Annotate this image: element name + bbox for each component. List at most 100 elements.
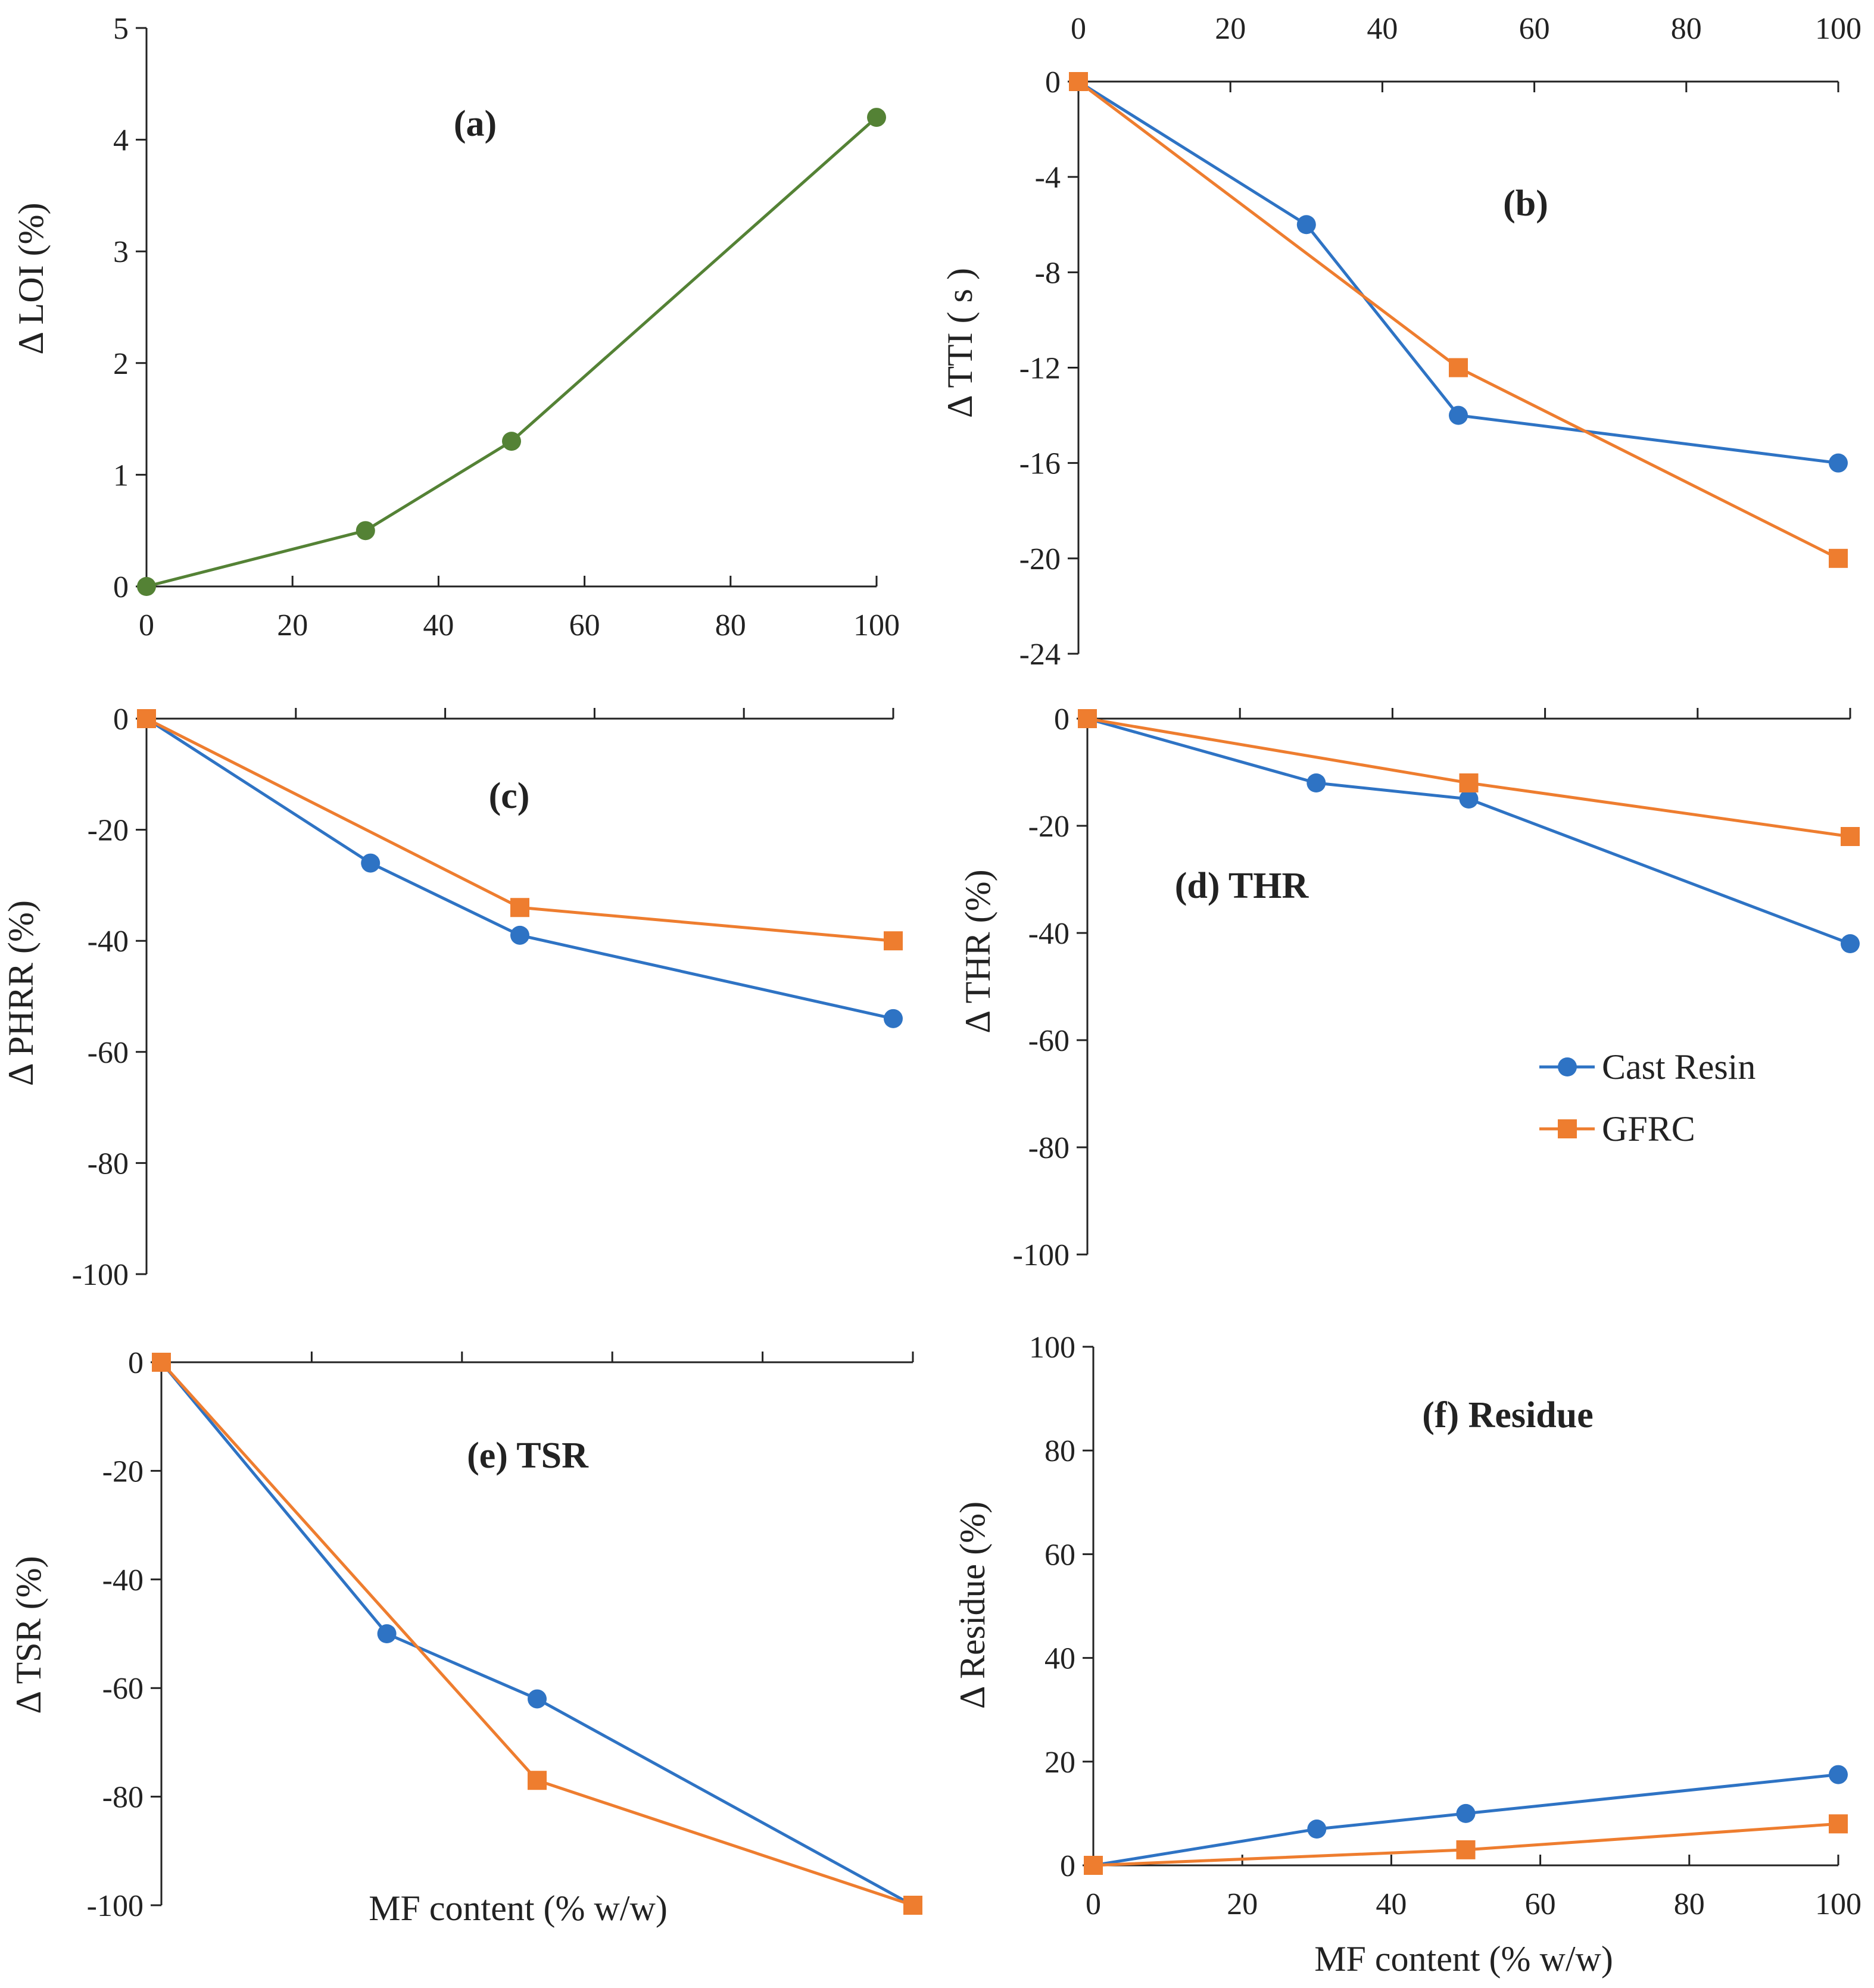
y-tick-label: -8: [1035, 256, 1061, 290]
data-point: [152, 1353, 171, 1372]
data-point: [1841, 827, 1860, 846]
y-tick-label: -80: [102, 1781, 144, 1815]
legend-label-cast-resin: Cast Resin: [1602, 1047, 1755, 1087]
y-tick-label: 20: [1044, 1746, 1075, 1780]
panel-label: (c): [489, 776, 530, 816]
y-axis-title: Δ PHRR (%): [1, 900, 40, 1086]
y-tick-label: 0: [1060, 1849, 1075, 1883]
data-point: [528, 1771, 547, 1790]
y-tick-label: 60: [1044, 1538, 1075, 1572]
x-tick-label: 40: [423, 608, 454, 642]
y-axis-title: Δ TSR (%): [9, 1556, 48, 1714]
series-line-cast-resin: [160, 1361, 914, 1907]
y-tick-label: -20: [1028, 810, 1069, 844]
y-tick-label: -100: [87, 1889, 144, 1923]
y-tick-label: 0: [113, 570, 129, 604]
data-point: [1829, 453, 1848, 473]
y-tick-label: 0: [1045, 65, 1061, 99]
legend-label-gfrc: GFRC: [1602, 1109, 1695, 1149]
panel-e: 0 -20 -40 -60 -80 -100 Δ TSR (%) MF content (% …: [9, 1346, 922, 1928]
data-point: [356, 521, 375, 541]
data-point: [1841, 934, 1860, 953]
y-tick-label: -40: [102, 1563, 144, 1597]
data-point: [1069, 72, 1088, 91]
y-tick-label: -80: [1028, 1131, 1069, 1165]
data-point: [510, 925, 529, 945]
data-point: [137, 577, 156, 596]
panel-b: 0 -4 -8 -12 -16 -20 -24 0 20 40 60 80 100 Δ TTI ( s )…: [940, 12, 1861, 672]
y-tick-label: -12: [1019, 352, 1061, 386]
x-tick-label: 80: [1671, 12, 1702, 46]
y-axis-title: Δ TTI ( s ): [940, 268, 980, 418]
y-tick-label: 3: [113, 235, 129, 269]
data-point: [1829, 1765, 1848, 1784]
x-tick-label: 100: [1815, 12, 1861, 46]
panel-label: (a): [454, 104, 497, 144]
series-line-cast-resin: [1093, 1773, 1839, 1867]
x-tick-label: 0: [139, 608, 154, 642]
data-point: [1449, 405, 1468, 425]
data-point: [867, 108, 886, 127]
data-point: [1307, 773, 1326, 792]
x-tick-label: 60: [1519, 12, 1550, 46]
data-point: [1829, 548, 1848, 568]
panel-label: (f) Residue: [1422, 1395, 1594, 1435]
y-tick-label: -20: [102, 1455, 144, 1488]
x-tick-label: 40: [1367, 12, 1398, 46]
x-tick-label: 40: [1376, 1887, 1407, 1921]
data-point: [1084, 1856, 1103, 1875]
series-line-cast-resin: [145, 717, 894, 1020]
data-point: [510, 898, 529, 917]
y-axis-title: Δ LOI (%): [11, 202, 51, 354]
y-tick-label: 5: [113, 12, 129, 46]
y-axis-title: Δ Residue (%): [953, 1502, 992, 1709]
x-tick-label: 0: [1071, 12, 1086, 46]
x-axis-title: MF content (% w/w): [1314, 1939, 1613, 1978]
data-point: [361, 853, 381, 873]
y-tick-label: -24: [1019, 638, 1061, 672]
data-point: [1456, 1803, 1476, 1823]
panel-a: 0 1 2 3 4 5 0 20 40 60 80 100 Δ LOI (%) (a): [11, 12, 900, 642]
panel-c: 0 -20 -40 -60 -80 -100 Δ PHRR (%) (c): [1, 703, 903, 1292]
y-tick-label: -40: [1028, 917, 1069, 951]
x-tick-label: 20: [1227, 1887, 1258, 1921]
y-tick-label: -40: [88, 925, 129, 959]
panel-label: (b): [1503, 183, 1548, 224]
y-tick-label: 80: [1044, 1434, 1075, 1468]
x-tick-label: 100: [1815, 1887, 1861, 1921]
y-tick-label: 0: [128, 1346, 144, 1380]
data-point: [884, 1009, 903, 1028]
x-tick-label: 60: [1525, 1887, 1556, 1921]
y-tick-label: -60: [1028, 1024, 1069, 1058]
panel-d: 0 -20 -40 -60 -80 -100 Δ THR (%) (d) THR: [958, 703, 1860, 1272]
y-tick-label: -100: [72, 1258, 129, 1292]
data-point: [903, 1896, 922, 1915]
data-point: [528, 1689, 547, 1709]
x-axis-title: MF content (% w/w): [369, 1889, 668, 1928]
data-point: [1456, 1840, 1476, 1859]
y-tick-label: -100: [1013, 1238, 1069, 1272]
x-tick-label: 80: [715, 608, 746, 642]
panel-label: (d) THR: [1175, 866, 1309, 906]
x-tick-label: 20: [1215, 12, 1246, 46]
data-point: [1829, 1814, 1848, 1834]
series-line-cast-resin: [1077, 80, 1839, 465]
data-point: [1459, 789, 1479, 809]
data-point: [1078, 709, 1097, 728]
data-point: [1459, 773, 1479, 792]
x-tick-label: 100: [853, 608, 900, 642]
legend: Cast Resin GFRC: [1539, 1047, 1755, 1149]
legend-marker: [1558, 1057, 1577, 1076]
y-tick-label: -4: [1035, 161, 1061, 195]
y-tick-label: -20: [88, 814, 129, 848]
y-tick-label: 100: [1029, 1331, 1075, 1365]
y-tick-label: -16: [1019, 447, 1061, 481]
y-tick-label: -20: [1019, 542, 1061, 576]
data-point: [502, 432, 521, 451]
y-tick-label: -60: [88, 1036, 129, 1070]
data-point: [137, 709, 156, 728]
y-tick-label: -60: [102, 1672, 144, 1706]
y-tick-label: 40: [1044, 1642, 1075, 1676]
x-tick-label: 60: [569, 608, 600, 642]
